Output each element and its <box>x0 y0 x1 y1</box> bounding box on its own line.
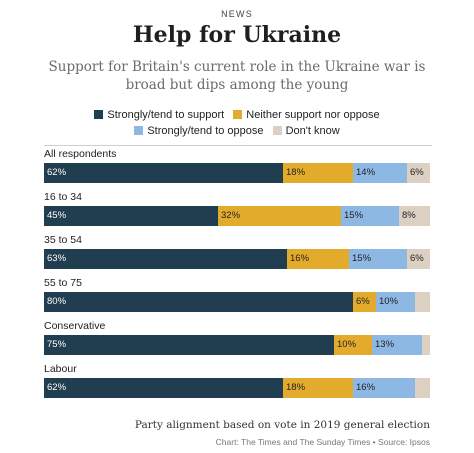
bar-segment: 6% <box>407 163 430 183</box>
bar-segment: 6% <box>353 292 376 312</box>
bar-segment: 63% <box>44 249 287 269</box>
data-label: 18% <box>286 382 306 393</box>
data-label: 80% <box>47 296 67 307</box>
bar-segment: 16% <box>353 378 415 398</box>
category-label: Conservative <box>44 320 106 332</box>
legend-item: Neither support nor oppose <box>233 109 380 121</box>
bar-segment <box>422 335 430 355</box>
legend-item: Don't know <box>272 125 340 137</box>
stacked-bar: 75% 10% 13% <box>44 335 430 355</box>
legend-swatch <box>233 110 243 119</box>
data-label: 15% <box>344 210 364 221</box>
bar-segment: 13% <box>372 335 422 355</box>
data-label: 13% <box>375 339 395 350</box>
data-label: 62% <box>47 382 67 393</box>
bar-segment: 45% <box>44 206 218 226</box>
bar-segment: 32% <box>218 206 341 226</box>
bar-segment: 15% <box>341 206 399 226</box>
data-label: 32% <box>221 210 241 221</box>
stacked-bar: 62% 18% 16% <box>44 378 430 398</box>
bar-segment <box>415 378 430 398</box>
legend-item: Strongly/tend to oppose <box>134 125 264 137</box>
data-label: 8% <box>402 210 416 221</box>
data-label: 6% <box>410 253 424 264</box>
stacked-bar: 80% 6% 10% <box>44 292 430 312</box>
data-label: 18% <box>286 167 306 178</box>
data-label: 10% <box>337 339 357 350</box>
bar-segment: 10% <box>334 335 372 355</box>
category-label: 55 to 75 <box>44 277 82 289</box>
data-label: 45% <box>47 210 67 221</box>
legend-label: Strongly/tend to oppose <box>147 125 264 137</box>
data-label: 62% <box>47 167 67 178</box>
legend: Strongly/tend to support Neither support… <box>50 107 430 139</box>
bar-segment: 75% <box>44 335 334 355</box>
bar-segment: 10% <box>376 292 415 312</box>
legend-label: Don't know <box>285 125 340 137</box>
top-divider <box>44 145 432 146</box>
bar-group: Conservative 75% 10% 13% <box>44 320 432 355</box>
legend-item: Strongly/tend to support <box>94 109 224 121</box>
bar-segment <box>415 292 430 312</box>
bar-group: All respondents 62% 18% 14% 6% <box>44 148 432 183</box>
data-label: 10% <box>379 296 399 307</box>
category-label: 35 to 54 <box>44 234 82 246</box>
bar-group: 55 to 75 80% 6% 10% <box>44 277 432 312</box>
category-label: 16 to 34 <box>44 191 82 203</box>
legend-swatch <box>94 110 104 119</box>
bar-segment: 14% <box>353 163 407 183</box>
chart-title: Help for Ukraine <box>132 22 342 48</box>
category-label: Labour <box>44 363 77 375</box>
bar-segment: 62% <box>44 378 283 398</box>
bar-segment: 18% <box>283 163 353 183</box>
data-label: 15% <box>352 253 372 264</box>
stacked-bar: 45% 32% 15% 8% <box>44 206 430 226</box>
stacked-bar: 62% 18% 14% 6% <box>44 163 430 183</box>
data-label: 14% <box>356 167 376 178</box>
bar-group: Labour 62% 18% 16% <box>44 363 432 398</box>
bar-segment: 62% <box>44 163 283 183</box>
bar-segment: 15% <box>349 249 407 269</box>
legend-label: Neither support nor oppose <box>246 109 380 121</box>
data-label: 16% <box>356 382 376 393</box>
data-label: 6% <box>410 167 424 178</box>
bar-segment: 6% <box>407 249 430 269</box>
legend-swatch <box>134 126 144 135</box>
footnote: Party alignment based on vote in 2019 ge… <box>134 419 430 431</box>
data-label: 63% <box>47 253 67 264</box>
bar-segment: 8% <box>399 206 430 226</box>
kicker: NEWS <box>221 9 253 19</box>
bar-segment: 80% <box>44 292 353 312</box>
category-label: All respondents <box>44 148 117 160</box>
chart-subtitle: Support for Britain's current role in th… <box>48 59 426 93</box>
legend-swatch <box>272 126 282 135</box>
bar-group: 16 to 34 45% 32% 15% 8% <box>44 191 432 226</box>
stacked-bar: 63% 16% 15% 6% <box>44 249 430 269</box>
source-credit: Chart: The Times and The Sunday Times • … <box>215 437 430 447</box>
bar-segment: 18% <box>283 378 353 398</box>
data-label: 6% <box>356 296 370 307</box>
bar-segment: 16% <box>287 249 349 269</box>
bar-group: 35 to 54 63% 16% 15% 6% <box>44 234 432 269</box>
legend-label: Strongly/tend to support <box>107 109 225 121</box>
data-label: 75% <box>47 339 67 350</box>
data-label: 16% <box>290 253 310 264</box>
